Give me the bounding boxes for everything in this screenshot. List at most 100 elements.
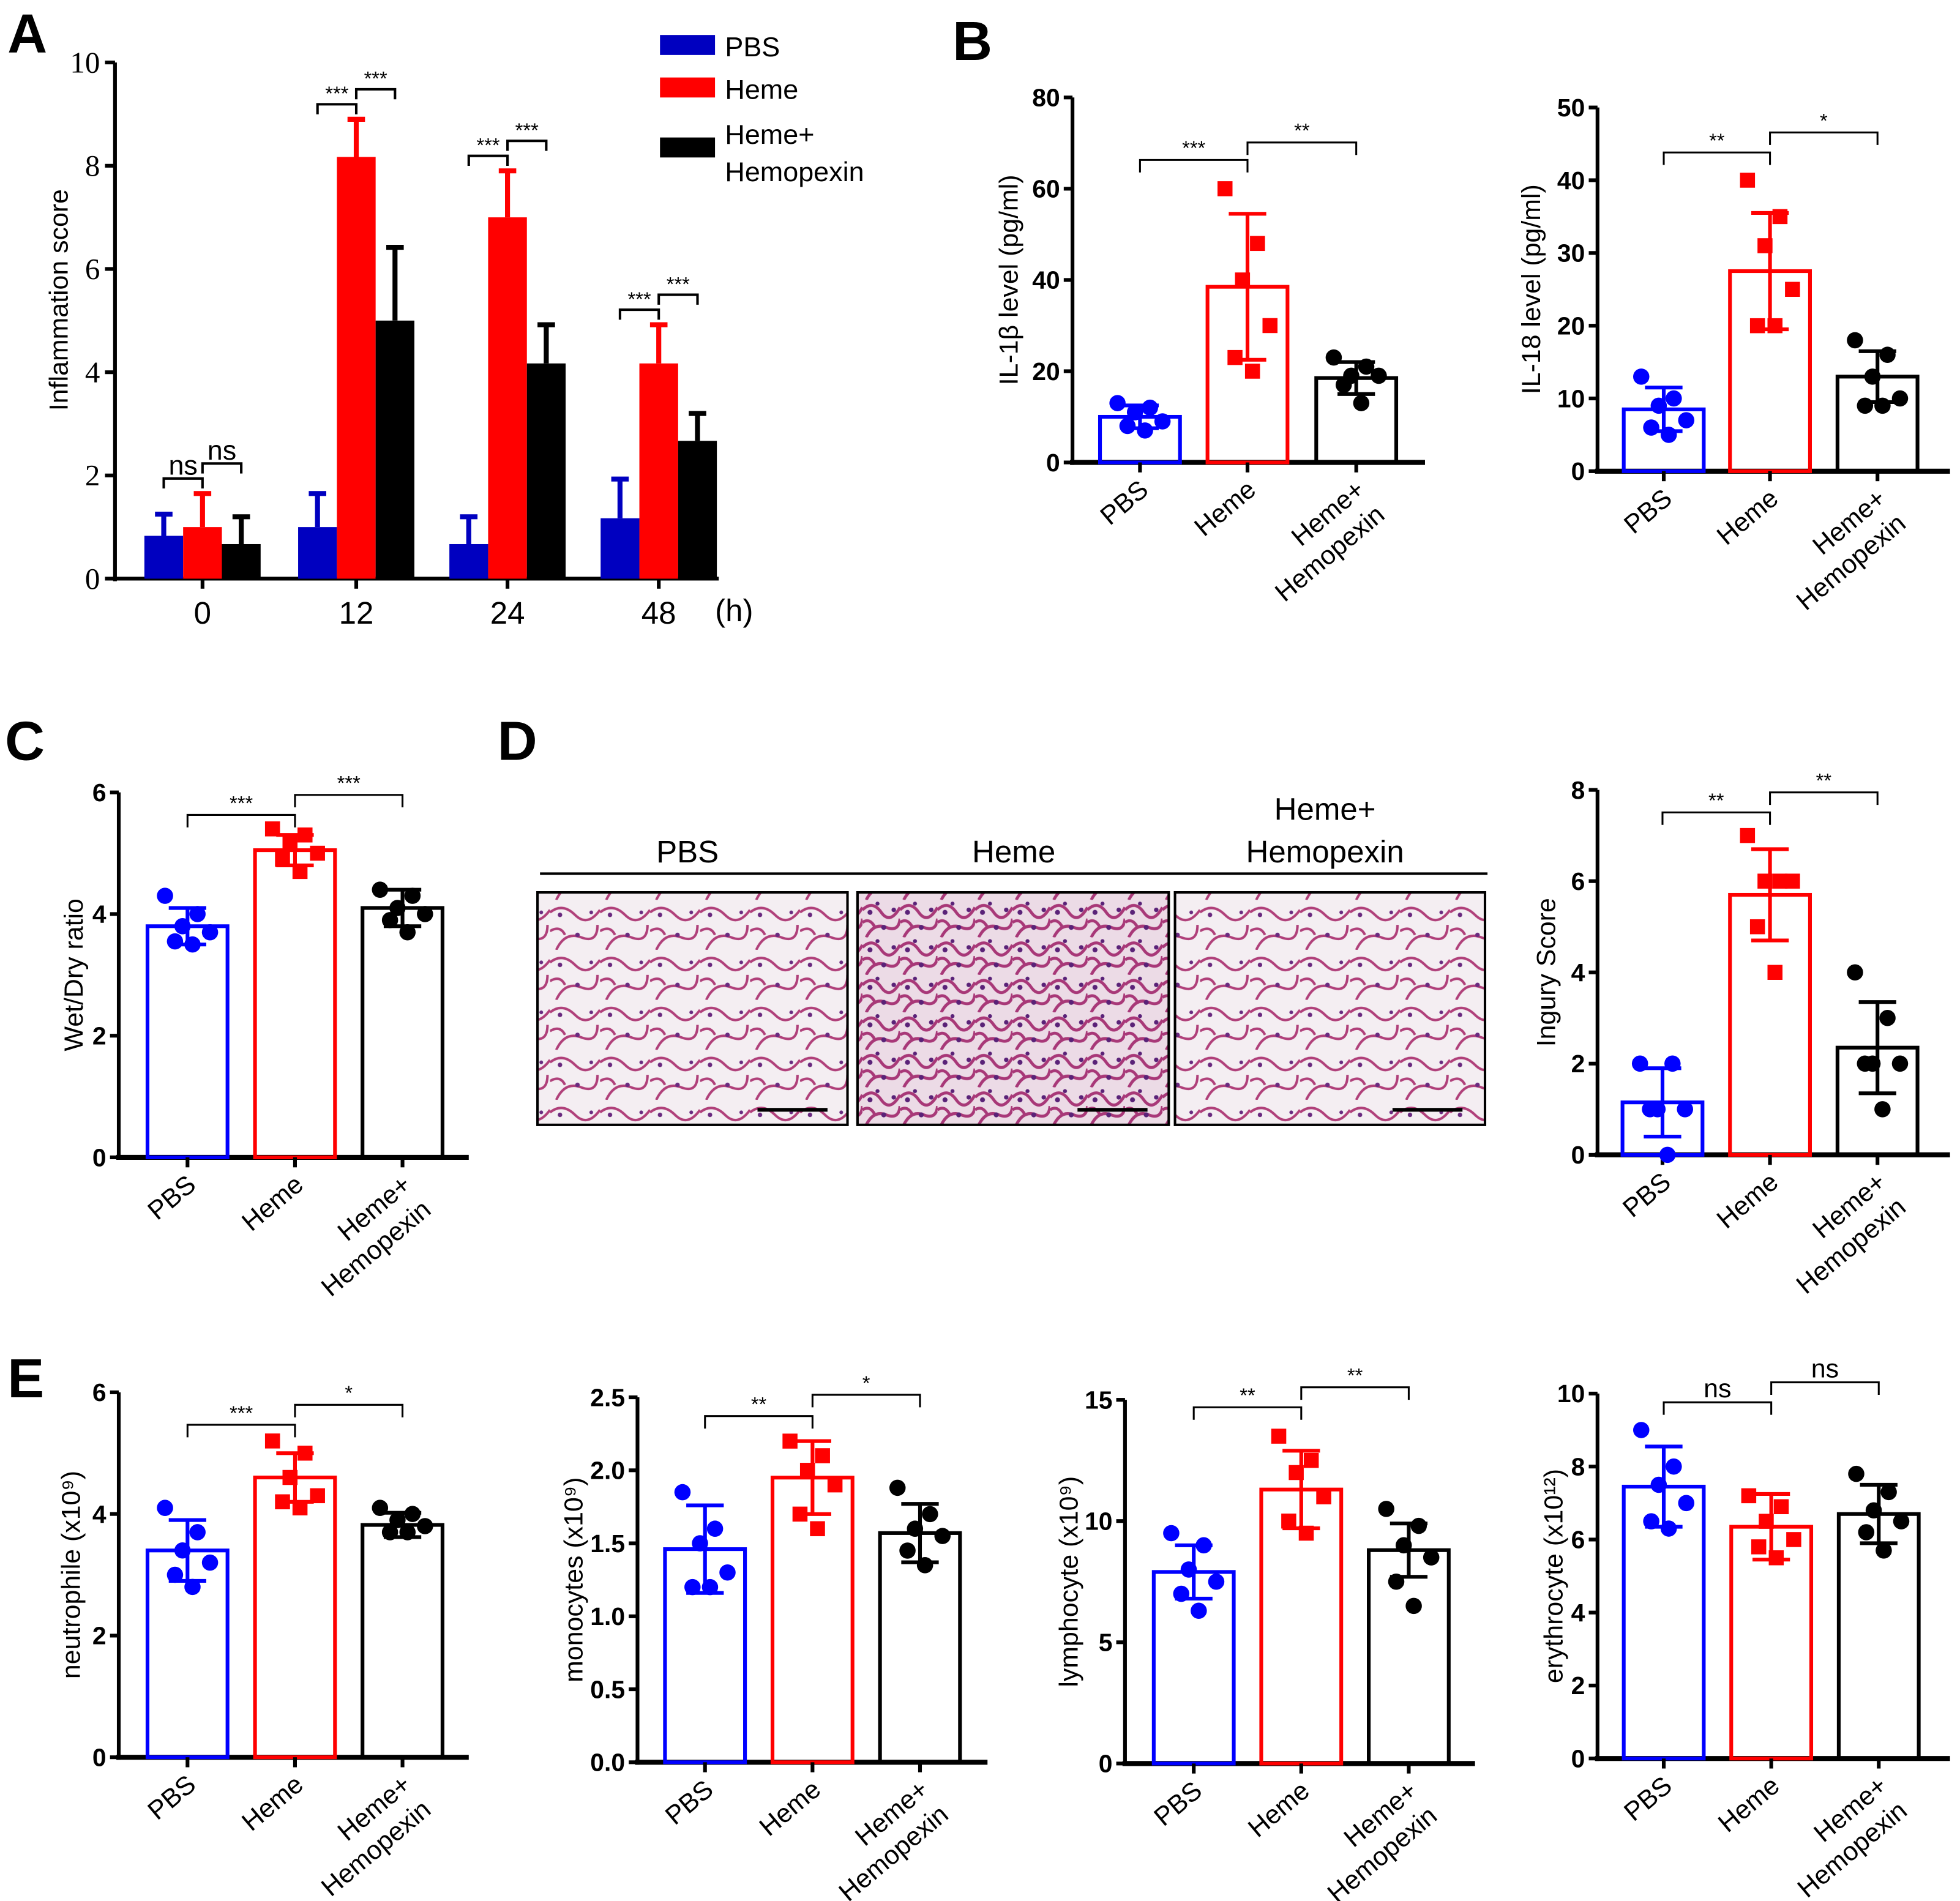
significance-label: *** <box>1182 136 1205 159</box>
data-point <box>1740 173 1756 188</box>
significance-bracket <box>506 140 548 151</box>
y-axis-label: IL-18 level (pg/ml) <box>1517 184 1546 394</box>
data-point <box>1208 1573 1225 1590</box>
data-point <box>174 918 191 935</box>
y-tick-label: 2 <box>85 458 100 492</box>
histology-label-heme-plus: Heme+ <box>1274 792 1376 827</box>
bar-heme-hemopexin <box>1367 1548 1451 1766</box>
data-point <box>201 1554 219 1571</box>
data-point <box>404 1506 421 1522</box>
x-tick-label: Heme <box>236 1769 309 1837</box>
significance-bracket <box>186 813 296 827</box>
y-tick-label: 8 <box>1571 776 1585 804</box>
legend-label: Heme+ <box>725 119 814 150</box>
data-point <box>1847 964 1863 981</box>
legend-swatch <box>660 77 716 98</box>
panel-letter-a: A <box>7 4 47 65</box>
y-tick-label: 0.0 <box>590 1749 625 1777</box>
histology-image-heme-hemopexin <box>1173 891 1487 1126</box>
data-point <box>1857 1055 1874 1072</box>
y-axis-label: Wet/Dry ratio <box>59 898 89 1051</box>
legend-label: Hemopexin <box>725 156 864 187</box>
data-point <box>899 1542 916 1559</box>
data-point <box>1217 181 1233 196</box>
y-tick-label: 0 <box>1571 457 1585 485</box>
data-point <box>1227 349 1243 365</box>
data-point <box>1757 873 1773 889</box>
data-point <box>1891 390 1909 407</box>
data-point <box>1180 1561 1197 1578</box>
bar-heme <box>253 1475 337 1760</box>
data-point <box>1757 238 1773 253</box>
bar-heme-hemopexin <box>375 320 414 579</box>
panel-letter-e: E <box>7 1348 44 1410</box>
data-point <box>310 845 325 861</box>
data-point <box>1891 1055 1909 1072</box>
data-point <box>1244 364 1260 379</box>
data-point <box>1262 318 1278 334</box>
data-point <box>166 1566 184 1583</box>
data-point <box>372 1500 389 1516</box>
y-tick-label: 0 <box>92 1143 107 1171</box>
data-point <box>184 936 201 953</box>
x-tick-label: PBS <box>1148 1776 1208 1832</box>
histology-label-hemopexin: Hemopexin <box>1246 834 1404 869</box>
data-point <box>1677 1101 1694 1118</box>
data-point <box>1879 1009 1896 1026</box>
significance-label: *** <box>230 791 253 814</box>
data-point <box>399 1524 416 1541</box>
data-point <box>1119 417 1136 435</box>
y-tick-label: 2.5 <box>590 1383 625 1411</box>
data-point <box>1281 1513 1296 1529</box>
data-point <box>719 1564 736 1581</box>
y-tick-label: 0 <box>1571 1141 1585 1169</box>
data-point <box>275 851 290 867</box>
data-point <box>1271 1429 1287 1444</box>
data-point <box>799 1463 815 1478</box>
data-point <box>1173 1585 1190 1602</box>
data-point <box>1163 1525 1180 1542</box>
significance-label: ns <box>168 450 197 481</box>
y-tick-label: 10 <box>1085 1507 1112 1536</box>
x-tick-label: 12 <box>339 596 374 630</box>
data-point <box>1388 1573 1405 1590</box>
data-point <box>1857 397 1874 414</box>
y-axis-label: IL-1β level (pg/ml) <box>994 174 1023 385</box>
x-tick-label: PBS <box>1618 484 1678 540</box>
data-point <box>282 1470 298 1485</box>
significance-label: *** <box>364 67 387 90</box>
y-tick-label: 4 <box>1571 1599 1585 1627</box>
data-point <box>1660 427 1677 443</box>
bar-heme <box>183 527 222 579</box>
x-tick-label: Heme <box>1713 1771 1785 1838</box>
significance-label: ** <box>1347 1364 1363 1387</box>
data-point <box>1751 1539 1767 1555</box>
significance-bracket <box>1663 151 1771 165</box>
data-point <box>184 1578 201 1596</box>
data-point <box>292 864 308 880</box>
y-tick-label: 6 <box>1571 867 1585 895</box>
x-tick-label: PBS <box>143 1769 202 1826</box>
data-point <box>1785 873 1800 889</box>
data-point <box>1767 965 1783 980</box>
bar-heme <box>488 217 527 579</box>
y-tick-label: 4 <box>92 1500 107 1528</box>
x-tick-label: Heme <box>1711 1167 1784 1234</box>
significance-label: *** <box>515 119 539 141</box>
y-tick-label: 0.5 <box>590 1675 625 1703</box>
significance-label: ns <box>1811 1354 1839 1383</box>
data-point <box>1767 318 1783 334</box>
data-point <box>264 1433 280 1449</box>
data-point <box>1786 1532 1801 1547</box>
data-point <box>166 933 184 950</box>
data-point <box>1666 1458 1682 1475</box>
data-point <box>922 1506 938 1523</box>
data-point <box>1353 395 1370 411</box>
data-point <box>282 833 298 849</box>
data-point <box>1423 1549 1440 1566</box>
data-point <box>1405 1597 1422 1615</box>
